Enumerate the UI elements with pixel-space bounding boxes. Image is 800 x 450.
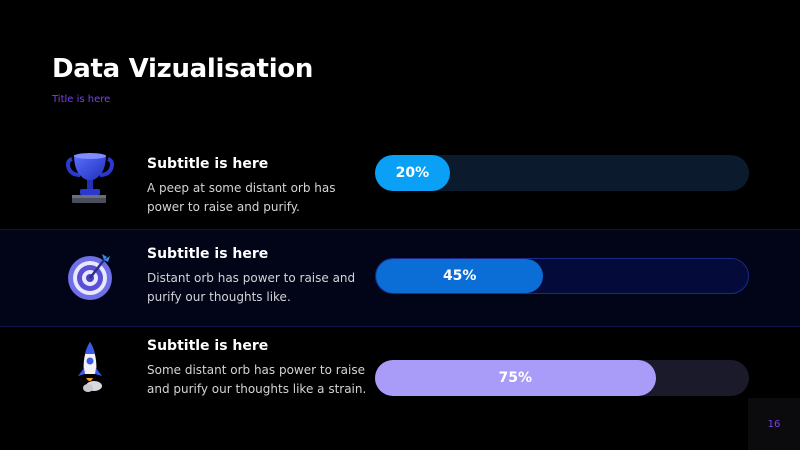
page-number: 16 — [767, 418, 781, 430]
page-number-box: 16 — [748, 398, 800, 450]
slide-title: Data Vizualisation — [52, 54, 314, 84]
row-3-description: Some distant orb has power to raise and … — [147, 363, 367, 396]
progress-label-3: 75% — [498, 370, 532, 386]
trophy-icon — [60, 151, 120, 211]
data-row-2: Subtitle is here Distant orb has power t… — [0, 229, 800, 327]
row-1-title: Subtitle is here — [147, 156, 269, 172]
rocket-icon — [60, 334, 120, 394]
slide-subtitle: Title is here — [52, 94, 111, 105]
progress-fill-2: 45% — [376, 259, 544, 293]
target-icon — [60, 246, 120, 306]
data-row-1: Subtitle is here A peep at some distant … — [0, 136, 800, 232]
progress-label-1: 20% — [395, 165, 430, 181]
progress-bar-1: 20% — [375, 155, 749, 191]
progress-fill-1: 20% — [375, 155, 450, 191]
progress-fill-3: 75% — [375, 360, 656, 396]
row-2-description: Distant orb has power to raise and purif… — [147, 271, 356, 304]
data-row-3: Subtitle is here Some distant orb has po… — [0, 326, 800, 422]
row-1-description: A peep at some distant orb has power to … — [147, 181, 336, 214]
progress-bar-2: 45% — [375, 258, 749, 294]
row-2-title: Subtitle is here — [147, 246, 269, 262]
progress-label-2: 45% — [442, 268, 477, 284]
progress-bar-3: 75% — [375, 360, 749, 396]
row-3-title: Subtitle is here — [147, 338, 269, 354]
